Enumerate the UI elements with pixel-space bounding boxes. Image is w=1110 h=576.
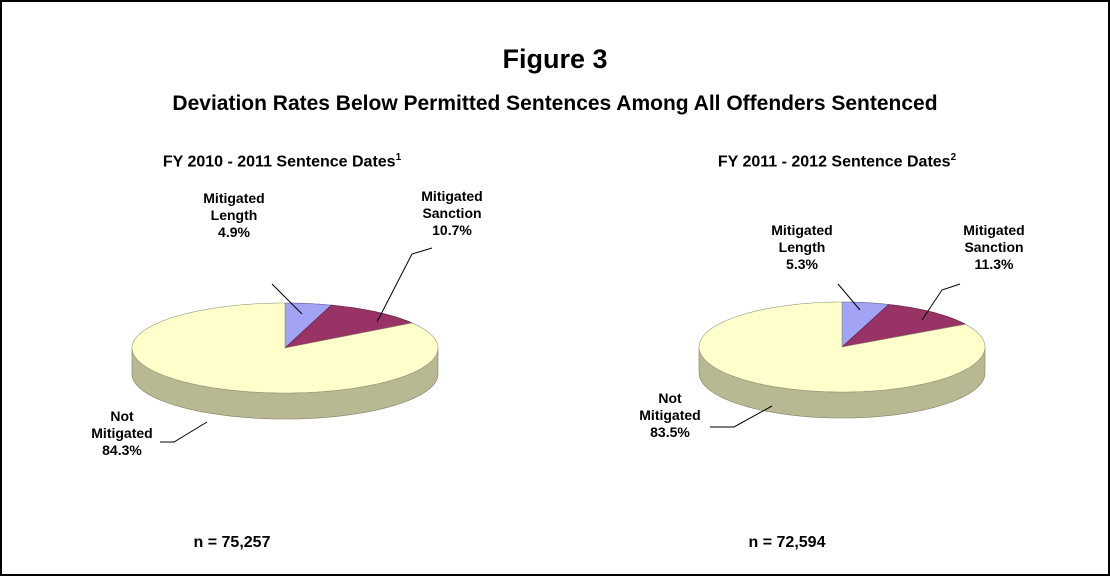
- leader-line: [837, 283, 861, 311]
- slice: [131, 302, 439, 394]
- chart-title: FY 2011 - 2012 Sentence Dates2: [637, 152, 1037, 171]
- leader-line: [160, 421, 208, 443]
- slice-label: Mitigated Length 5.3%: [760, 222, 844, 273]
- slice-category: Mitigated Length: [203, 190, 265, 223]
- slice: [698, 301, 986, 393]
- slice-value: 84.3%: [102, 442, 142, 458]
- slice-category: Not Mitigated: [639, 390, 701, 423]
- chart-title: FY 2010 - 2011 Sentence Dates1: [82, 152, 482, 171]
- figure-title: Figure 3: [502, 44, 608, 74]
- slice-label: Mitigated Sanction 11.3%: [952, 222, 1036, 273]
- chart-title-text: FY 2010 - 2011 Sentence Dates: [162, 153, 396, 171]
- slice-category: Not Mitigated: [91, 408, 153, 441]
- leader-line: [376, 247, 433, 323]
- slice-label: Not Mitigated 84.3%: [80, 408, 164, 459]
- slice: [284, 302, 333, 349]
- chart-title-note: 2: [950, 152, 957, 163]
- slice: [841, 304, 967, 348]
- slice-category: Mitigated Sanction: [963, 222, 1025, 255]
- sample-size: n = 72,594: [748, 534, 826, 551]
- slice-category: Mitigated Sanction: [421, 188, 483, 221]
- slice-value: 5.3%: [786, 256, 818, 272]
- slice: [841, 301, 890, 348]
- sample-size: n = 75,257: [193, 534, 271, 551]
- figure-subtitle: Deviation Rates Below Permitted Sentence…: [172, 92, 938, 115]
- leader-line: [710, 405, 773, 428]
- slice-value: 4.9%: [218, 224, 250, 240]
- slice-label: Mitigated Sanction 10.7%: [410, 188, 494, 239]
- slice-label: Not Mitigated 83.5%: [628, 390, 712, 441]
- slice-value: 83.5%: [650, 424, 690, 440]
- slice-category: Mitigated Length: [771, 222, 833, 255]
- leader-line: [271, 283, 303, 315]
- chart-title-note: 1: [395, 152, 402, 163]
- chart-title-text: FY 2011 - 2012 Sentence Dates: [717, 153, 951, 171]
- slice-label: Mitigated Length 4.9%: [192, 190, 276, 241]
- slice-value: 10.7%: [432, 222, 472, 238]
- leader-line: [921, 283, 961, 321]
- slice-value: 11.3%: [974, 256, 1014, 272]
